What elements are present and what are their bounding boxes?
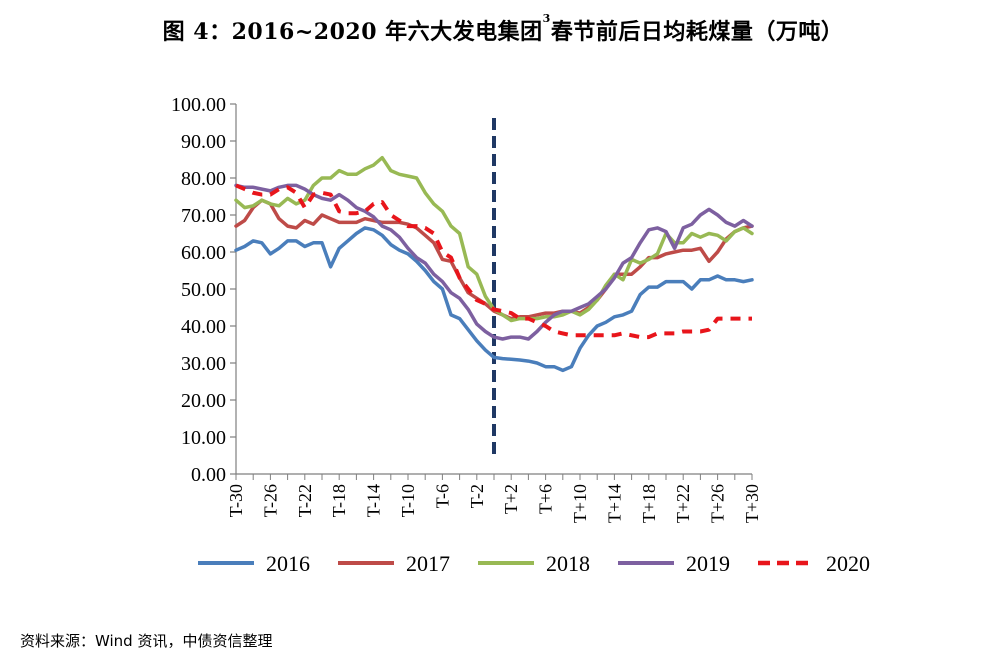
x-tick-label: T+10	[570, 484, 590, 523]
x-tick-label: T+6	[536, 484, 556, 514]
legend: 2016 2017 2018 2019 2020	[198, 551, 870, 576]
chart-title-main: 图 4：2016~2020 年六大发电集团	[162, 19, 543, 45]
x-tick-label: T-26	[260, 484, 280, 517]
x-tick-label: T+2	[501, 484, 521, 514]
y-tick-label: 0.00	[191, 464, 226, 486]
y-tick-label: 70.00	[181, 205, 226, 227]
legend-label-2020: 2020	[826, 551, 870, 576]
x-tick-label: T-14	[364, 484, 384, 517]
series-line-2019	[234, 183, 754, 341]
source-note: 资料来源：Wind 资讯，中债资信整理	[20, 632, 273, 650]
y-tick-label: 100.00	[171, 94, 226, 116]
x-tick-label: T-2	[467, 484, 487, 508]
x-tick-label: T+30	[742, 484, 762, 523]
x-tick-label: T+18	[639, 484, 659, 523]
legend-label-2019: 2019	[686, 551, 730, 576]
y-tick-label: 60.00	[181, 242, 226, 264]
x-tick-label: T-18	[329, 484, 349, 517]
x-tick-label: T-30	[226, 484, 246, 517]
x-tick-label: T-6	[432, 484, 452, 508]
y-tick-label: 20.00	[181, 390, 226, 412]
series-line-2020	[235, 183, 752, 340]
series-line-2016	[234, 226, 754, 373]
x-tick-label: T-10	[398, 484, 418, 517]
chart-title-tail: 春节前后日均耗煤量（万吨）	[550, 19, 844, 45]
chart-title: 图 4：2016~2020 年六大发电集团3春节前后日均耗煤量（万吨）	[0, 12, 1006, 46]
y-tick-label: 80.00	[181, 168, 226, 190]
axes: 0.00 10.00 20.00 30.00 40.00 50.00 60.00 70.00 8…	[171, 94, 762, 523]
y-tick-label: 30.00	[181, 353, 226, 375]
legend-label-2016: 2016	[266, 551, 310, 576]
legend-label-2017: 2017	[406, 551, 450, 576]
x-tick-label: T-22	[295, 484, 315, 517]
legend-label-2018: 2018	[546, 551, 590, 576]
chart-title-footnote-mark: 3	[542, 12, 551, 25]
x-tick-label: T+14	[604, 484, 624, 523]
x-tick-label: T+22	[673, 484, 693, 523]
y-tick-label: 50.00	[181, 279, 226, 301]
x-tick-label: T+26	[708, 484, 728, 523]
y-tick-label: 90.00	[181, 131, 226, 153]
y-tick-label: 10.00	[181, 427, 226, 449]
series-group	[234, 155, 754, 373]
y-tick-label: 40.00	[181, 316, 226, 338]
